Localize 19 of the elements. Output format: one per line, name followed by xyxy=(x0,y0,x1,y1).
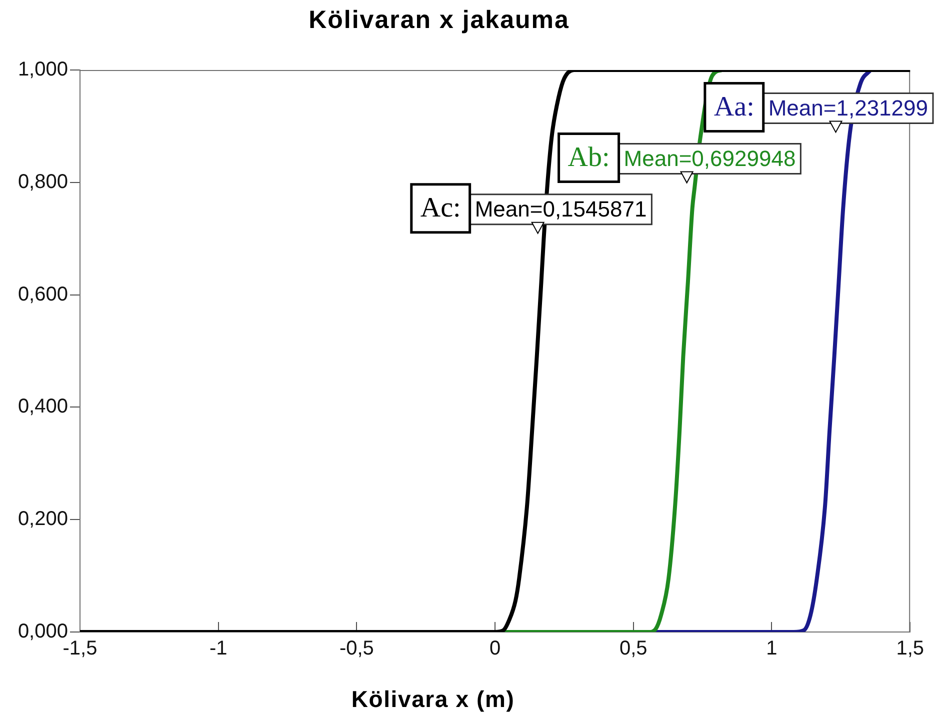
text: Ab: xyxy=(568,142,610,174)
annotation: Mean=0,6929948 xyxy=(624,146,796,171)
y-tick-label: 1,000 xyxy=(18,58,68,81)
x-axis-title: Kölivara x (m) xyxy=(350,686,516,713)
y-tick-label: 0,600 xyxy=(18,283,68,306)
x-tick-label: -1 xyxy=(209,638,228,660)
y-tick-label: 0,800 xyxy=(18,170,68,193)
y-tick-label: 0,400 xyxy=(18,396,68,418)
x-tick-label: -0,5 xyxy=(339,638,374,660)
annotation: Mean=1,231299 xyxy=(768,95,928,120)
y-tick-label: 0,200 xyxy=(18,508,68,530)
annotation: Mean=0,1545871 xyxy=(474,196,647,222)
x-tick-label: 1,5 xyxy=(896,638,924,660)
text: Aa: xyxy=(714,92,754,123)
x-tick-label: 1 xyxy=(766,638,778,660)
chart-title: Kölivaran x jakauma xyxy=(308,6,570,35)
x-tick-label: 0,5 xyxy=(619,638,648,660)
x-tick-label: 0 xyxy=(489,638,501,660)
text: Ac: xyxy=(420,192,461,224)
